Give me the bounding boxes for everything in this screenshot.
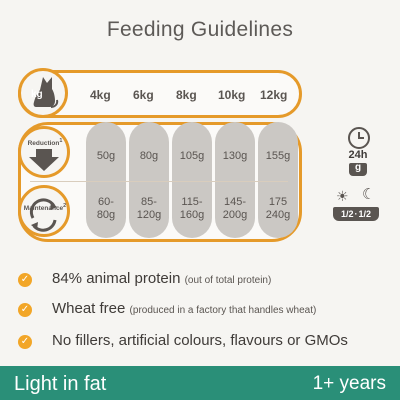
maintenance-value: 145- 200g bbox=[215, 196, 255, 222]
maintenance-value-line: 80g bbox=[96, 209, 116, 221]
cycle-arrows-icon bbox=[29, 198, 57, 232]
check-icon: ✓ bbox=[18, 303, 32, 317]
row-divider bbox=[30, 181, 288, 182]
page-title: Feeding Guidelines bbox=[106, 18, 294, 41]
sun-icon: ☀ bbox=[336, 188, 349, 204]
maintenance-label-text: Maintenance bbox=[23, 205, 64, 213]
split-right-label: 1/2 bbox=[358, 209, 372, 219]
arrow-down-icon bbox=[29, 149, 59, 171]
scale-icon: g bbox=[349, 162, 367, 176]
reduction-badge bbox=[18, 126, 70, 178]
reduction-label: Reduction1 bbox=[20, 138, 70, 147]
feature-main-text: No fillers, artificial colours, flavours… bbox=[52, 332, 348, 349]
weight-12kg: 12kg bbox=[260, 88, 288, 102]
reduction-value: 50g bbox=[96, 150, 116, 162]
feature-main-text: Wheat free bbox=[52, 300, 126, 317]
column-12kg bbox=[258, 122, 298, 238]
reduction-label-text: Reduction bbox=[27, 140, 60, 148]
maintenance-footnote: 2 bbox=[63, 203, 67, 209]
weight-8kg: 8kg bbox=[176, 88, 197, 102]
reduction-footnote: 1 bbox=[59, 138, 63, 144]
reduction-value: 155g bbox=[265, 150, 291, 162]
maintenance-value-line: 60- bbox=[98, 196, 114, 208]
check-icon: ✓ bbox=[18, 335, 32, 349]
split-left-label: 1/2 bbox=[340, 209, 354, 219]
footer-right-label: 1+ years bbox=[312, 373, 386, 394]
column-10kg bbox=[215, 122, 255, 238]
cat-weight-badge: kg bbox=[18, 68, 68, 118]
feature-item: Wheat free (produced in a factory that h… bbox=[52, 300, 316, 317]
feature-item: No fillers, artificial colours, flavours… bbox=[52, 332, 348, 349]
footer-banner: Light in fat 1+ years bbox=[0, 366, 400, 400]
check-icon: ✓ bbox=[18, 273, 32, 287]
maintenance-value-line: 85- bbox=[141, 196, 157, 208]
maintenance-value: 85- 120g bbox=[129, 196, 169, 222]
reduction-value: 105g bbox=[179, 150, 205, 162]
maintenance-value-line: 145- bbox=[223, 196, 247, 208]
grams-label: g bbox=[354, 162, 362, 173]
cat-icon bbox=[33, 77, 59, 108]
weight-4kg: 4kg bbox=[90, 88, 111, 102]
maintenance-value: 115- 160g bbox=[172, 196, 212, 222]
feature-note: (produced in a factory that handles whea… bbox=[129, 305, 317, 316]
reduction-value: 130g bbox=[222, 150, 248, 162]
reduction-value: 80g bbox=[139, 150, 159, 162]
maintenance-value: 60- 80g bbox=[86, 196, 126, 222]
feature-main-text: 84% animal protein bbox=[52, 270, 181, 287]
clock-icon bbox=[348, 127, 370, 149]
maintenance-badge bbox=[18, 185, 70, 237]
kg-label: kg bbox=[31, 89, 43, 100]
footer-left-label: Light in fat bbox=[14, 373, 107, 395]
weight-6kg: 6kg bbox=[133, 88, 154, 102]
column-6kg bbox=[129, 122, 169, 238]
hours-label: 24h bbox=[348, 149, 368, 161]
column-4kg bbox=[86, 122, 126, 238]
maintenance-value-line: 175 bbox=[268, 196, 288, 208]
feature-item: 84% animal protein (out of total protein… bbox=[52, 270, 271, 287]
split-bowl-icon: 1/2·1/2 bbox=[333, 207, 379, 221]
maintenance-value-line: 240g bbox=[265, 209, 291, 221]
maintenance-value-line: 160g bbox=[179, 209, 205, 221]
maintenance-value: 175 240g bbox=[258, 196, 298, 222]
maintenance-label: Maintenance2 bbox=[20, 203, 70, 212]
moon-icon: ☾ bbox=[362, 186, 376, 203]
maintenance-value-line: 200g bbox=[222, 209, 248, 221]
maintenance-value-line: 120g bbox=[136, 209, 162, 221]
maintenance-value-line: 115- bbox=[181, 196, 203, 208]
column-8kg bbox=[172, 122, 212, 238]
feature-note: (out of total protein) bbox=[184, 275, 272, 286]
weight-10kg: 10kg bbox=[218, 88, 246, 102]
